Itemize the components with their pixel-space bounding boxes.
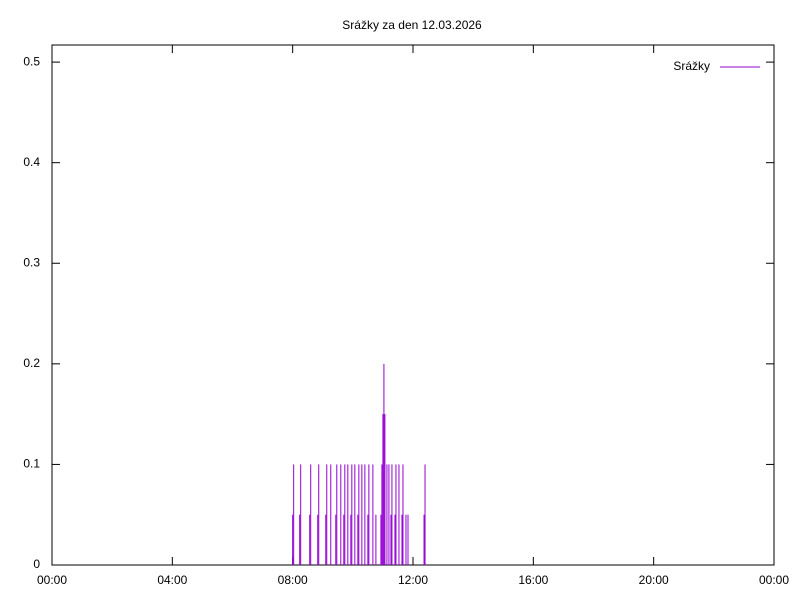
y-tick-label: 0	[33, 557, 40, 571]
x-tick-label: 12:00	[398, 573, 428, 587]
y-tick-label: 0.3	[23, 255, 40, 269]
x-tick-label: 00:00	[37, 573, 67, 587]
x-tick-label: 16:00	[518, 573, 548, 587]
y-tick-label: 0.5	[23, 54, 40, 68]
y-tick-label: 0.2	[23, 356, 40, 370]
x-tick-label: 00:00	[759, 573, 789, 587]
y-tick-label: 0.1	[23, 457, 40, 471]
x-tick-label: 08:00	[278, 573, 308, 587]
legend-label: Srážky	[673, 59, 710, 73]
x-tick-label: 04:00	[157, 573, 187, 587]
chart-title: Srážky za den 12.03.2026	[342, 18, 482, 32]
x-tick-label: 20:00	[639, 573, 669, 587]
y-tick-label: 0.4	[23, 155, 40, 169]
plot-border	[51, 44, 775, 566]
